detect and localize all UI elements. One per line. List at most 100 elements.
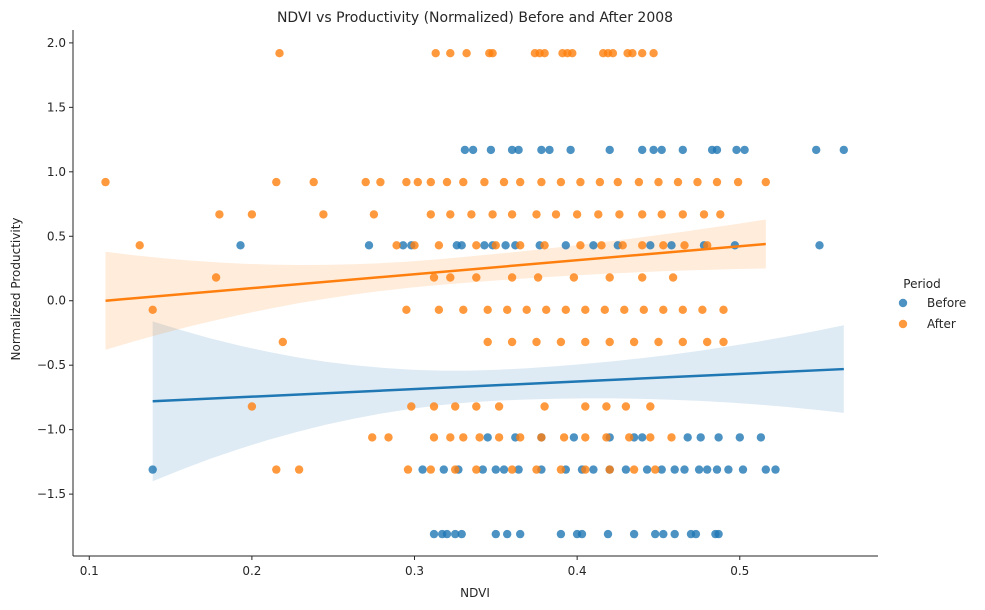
point-before (649, 145, 658, 155)
point-after (613, 177, 622, 187)
point-after (678, 305, 687, 314)
point-after (561, 305, 570, 314)
point-after (446, 210, 455, 219)
point-after (101, 177, 110, 187)
point-after (651, 465, 660, 474)
point-after (680, 241, 689, 250)
point-after (621, 402, 631, 411)
point-before (480, 241, 489, 250)
point-before (545, 145, 554, 155)
point-after (698, 305, 707, 314)
point-after (483, 305, 492, 314)
point-before (566, 145, 575, 155)
point-before (577, 529, 587, 539)
chart-title: NDVI vs Productivity (Normalized) Before… (277, 10, 673, 26)
point-after (678, 337, 687, 347)
point-after (556, 337, 566, 347)
point-after (426, 465, 435, 474)
point-after (618, 241, 627, 250)
point-before (691, 529, 701, 539)
point-after (629, 337, 639, 347)
point-after (703, 241, 712, 250)
point-before (491, 465, 500, 474)
point-after (615, 210, 624, 219)
point-after (654, 337, 663, 347)
point-after (638, 241, 647, 250)
point-after (442, 177, 452, 187)
point-after (376, 177, 385, 187)
trend-line-before (152, 367, 844, 403)
point-after (507, 465, 517, 474)
point-after (211, 273, 221, 282)
point-before (651, 529, 660, 539)
point-after (462, 49, 471, 58)
point-before (589, 241, 598, 250)
x-tick-label: 0.3 (405, 564, 424, 578)
point-after (646, 402, 655, 411)
point-after (605, 337, 614, 347)
x-ticks: 0.1 0.2 0.3 0.4 0.5 (80, 556, 749, 578)
point-after (384, 433, 393, 442)
point-after (522, 305, 531, 314)
point-before (569, 433, 579, 442)
point-before (516, 529, 525, 539)
point-after (483, 337, 492, 347)
point-after (629, 465, 639, 474)
point-after (319, 210, 328, 219)
point-before (478, 465, 487, 474)
point-after (309, 177, 318, 187)
point-after (719, 305, 728, 314)
point-after (247, 210, 257, 219)
point-after (215, 210, 224, 219)
point-before (756, 433, 766, 442)
point-after (733, 177, 743, 187)
y-ticks: −1.5 −1.0 −0.5 0.0 0.5 1.0 1.5 2.0 (37, 36, 73, 501)
point-after (657, 210, 666, 219)
point-after (594, 210, 603, 219)
point-before (735, 433, 744, 442)
point-before (678, 145, 687, 155)
trend-line-after (105, 242, 766, 302)
point-after (532, 465, 541, 474)
point-before (657, 465, 666, 474)
point-before (503, 529, 512, 539)
point-after (434, 305, 444, 314)
point-after (605, 465, 614, 474)
point-before (680, 465, 689, 474)
point-after (459, 305, 468, 314)
point-after (581, 433, 590, 442)
point-after (472, 465, 481, 474)
point-after (516, 241, 525, 250)
point-after (275, 49, 284, 58)
point-before (468, 145, 478, 155)
x-tick-label: 0.1 (80, 564, 99, 578)
axes (72, 30, 878, 557)
point-after (659, 305, 668, 314)
point-before (642, 465, 652, 474)
point-after (625, 433, 634, 442)
point-before (771, 465, 780, 474)
point-after (693, 177, 702, 187)
y-tick-label: 1.5 (47, 100, 66, 114)
point-after (480, 177, 489, 187)
point-after (597, 241, 606, 250)
point-after (135, 241, 144, 250)
point-before (694, 465, 704, 474)
point-after (638, 273, 647, 282)
point-after (516, 433, 525, 442)
point-after (451, 402, 460, 411)
point-before (629, 529, 639, 539)
point-after (403, 465, 413, 474)
point-after (472, 402, 481, 411)
point-before (556, 529, 566, 539)
point-before (667, 241, 676, 250)
point-after (556, 465, 566, 474)
point-before (457, 241, 466, 250)
trend-lines (105, 242, 844, 403)
point-before (740, 145, 749, 155)
point-after (392, 241, 401, 250)
point-after (467, 210, 476, 219)
y-tick-label: −0.5 (37, 358, 66, 372)
point-after (507, 337, 517, 347)
point-before (442, 529, 452, 539)
